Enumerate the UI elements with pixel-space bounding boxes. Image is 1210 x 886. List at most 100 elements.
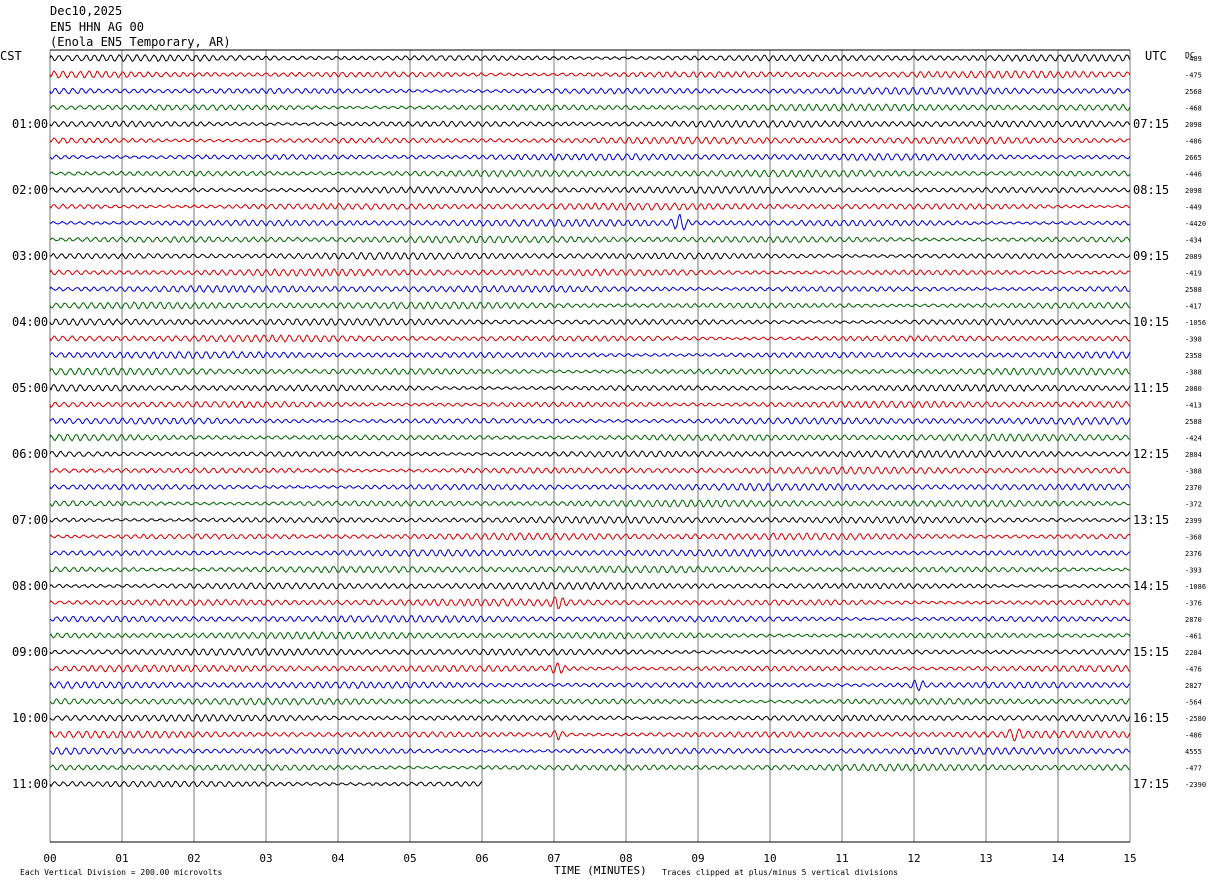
dc-offset-label: 2588 xyxy=(1185,418,1202,426)
dc-offset-label: -393 xyxy=(1185,567,1202,575)
seismic-trace xyxy=(49,169,1131,178)
cst-label: CST xyxy=(0,49,22,63)
dc-offset-label: -475 xyxy=(1185,72,1202,80)
seismic-trace xyxy=(49,499,1131,508)
utc-hour-label: 16:15 xyxy=(1133,711,1169,725)
seismic-trace xyxy=(49,136,1131,145)
seismic-trace xyxy=(49,697,1131,706)
cst-hour-label: 10:00 xyxy=(12,711,48,725)
seismic-trace xyxy=(49,614,1131,624)
cst-hour-label: 04:00 xyxy=(12,315,48,329)
seismic-traces xyxy=(49,53,1131,788)
seismic-trace xyxy=(49,367,1131,376)
x-tick-label: 04 xyxy=(331,852,345,865)
seismic-trace xyxy=(49,334,1131,343)
seismic-trace xyxy=(49,213,1131,231)
utc-hour-labels: 07:15 08:15 09:15 10:15 11:15 12:15 13:15 14:15… xyxy=(1133,117,1169,791)
seismic-trace xyxy=(49,268,1131,277)
seismic-trace xyxy=(49,466,1131,475)
dc-offset-label: -1086 xyxy=(1185,583,1206,591)
cst-hour-label: 11:00 xyxy=(12,777,48,791)
header-date: Dec10,2025 xyxy=(50,4,122,18)
cst-hour-label: 09:00 xyxy=(12,645,48,659)
time-grid xyxy=(49,49,1131,843)
dc-offset-label: 2358 xyxy=(1185,352,1202,360)
seismic-trace xyxy=(49,251,1131,261)
seismic-trace xyxy=(49,185,1131,195)
seismic-trace xyxy=(49,416,1131,426)
x-tick-label: 08 xyxy=(619,852,632,865)
cst-hour-label: 08:00 xyxy=(12,579,48,593)
x-tick-label: 10 xyxy=(763,852,776,865)
seismic-trace xyxy=(49,350,1131,360)
division-note: Each Vertical Division = 200.00 microvol… xyxy=(20,868,222,877)
dc-offset-label: -388 xyxy=(1185,468,1202,476)
dc-offset-label: -376 xyxy=(1185,600,1202,608)
dc-offset-label: 2804 xyxy=(1185,451,1202,459)
dc-offset-label: 2588 xyxy=(1185,286,1202,294)
dc-offset-label: -4420 xyxy=(1185,220,1206,228)
cst-hour-label: 01:00 xyxy=(12,117,48,131)
utc-hour-label: 15:15 xyxy=(1133,645,1169,659)
dc-offset-label: 2568 xyxy=(1185,88,1202,96)
dc-offset-label: -398 xyxy=(1185,336,1202,344)
seismic-trace xyxy=(49,647,1131,657)
seismic-trace xyxy=(49,449,1131,459)
seismic-trace xyxy=(49,532,1131,541)
dc-offset-label: 2399 xyxy=(1185,517,1202,525)
seismic-trace xyxy=(49,119,1131,128)
seismic-trace xyxy=(49,70,1131,79)
seismic-trace xyxy=(49,284,1131,294)
dc-offset-label: 2098 xyxy=(1185,187,1202,195)
dc-offset-label: 2370 xyxy=(1185,484,1202,492)
dc-offset-label: 4555 xyxy=(1185,748,1202,756)
dc-offset-label: -419 xyxy=(1185,270,1202,278)
dc-offset-label: -449 xyxy=(1185,204,1202,212)
dc-offset-label: -368 xyxy=(1185,534,1202,542)
cst-hour-labels: 01:00 02:00 03:00 04:00 05:00 06:00 07:00 08:00… xyxy=(12,117,48,791)
utc-hour-label: 17:15 xyxy=(1133,777,1169,791)
x-tick-label: 12 xyxy=(907,852,920,865)
x-tick-labels: 00 01 02 03 04 05 06 07 08 09 10 11 12 13 14 15 xyxy=(43,852,1136,865)
dc-offset-label: 2098 xyxy=(1185,121,1202,129)
dc-offset-label: -468 xyxy=(1185,105,1202,113)
dc-offset-label: 2089 xyxy=(1185,253,1202,261)
dc-offset-label: -486 xyxy=(1185,732,1202,740)
seismic-trace xyxy=(49,728,1131,742)
seismic-trace xyxy=(49,631,1131,640)
dc-offset-label: -489 xyxy=(1185,55,1202,63)
x-axis-label: TIME (MINUTES) xyxy=(554,864,647,877)
dc-offset-label: -1056 xyxy=(1185,319,1206,327)
x-tick-label: 15 xyxy=(1123,852,1136,865)
utc-hour-label: 14:15 xyxy=(1133,579,1169,593)
cst-hour-label: 05:00 xyxy=(12,381,48,395)
seismic-trace xyxy=(49,515,1131,524)
seismic-trace xyxy=(49,383,1131,393)
dc-offset-label: -461 xyxy=(1185,633,1202,641)
dc-offset-label: -372 xyxy=(1185,501,1202,509)
seismic-trace xyxy=(49,235,1131,244)
x-tick-label: 05 xyxy=(403,852,416,865)
x-tick-label: 11 xyxy=(835,852,848,865)
dc-offset-label: 2284 xyxy=(1185,649,1202,657)
seismic-trace xyxy=(49,662,1131,675)
dc-offset-label: -2580 xyxy=(1185,715,1206,723)
seismic-trace xyxy=(49,482,1131,492)
seismic-trace xyxy=(49,713,1131,723)
x-tick-label: 14 xyxy=(1051,852,1065,865)
dc-offset-label: -477 xyxy=(1185,765,1202,773)
utc-hour-label: 11:15 xyxy=(1133,381,1169,395)
utc-hour-label: 08:15 xyxy=(1133,183,1169,197)
seismic-trace xyxy=(49,202,1130,211)
seismic-trace xyxy=(49,53,1131,63)
seismic-trace xyxy=(49,596,1131,610)
utc-hour-label: 07:15 xyxy=(1133,117,1169,131)
dc-offset-label: -2390 xyxy=(1185,781,1206,789)
seismic-trace xyxy=(49,763,1131,772)
seismic-trace xyxy=(49,548,1131,558)
utc-hour-label: 12:15 xyxy=(1133,447,1169,461)
dc-offset-label: 2827 xyxy=(1185,682,1202,690)
utc-hour-label: 10:15 xyxy=(1133,315,1169,329)
